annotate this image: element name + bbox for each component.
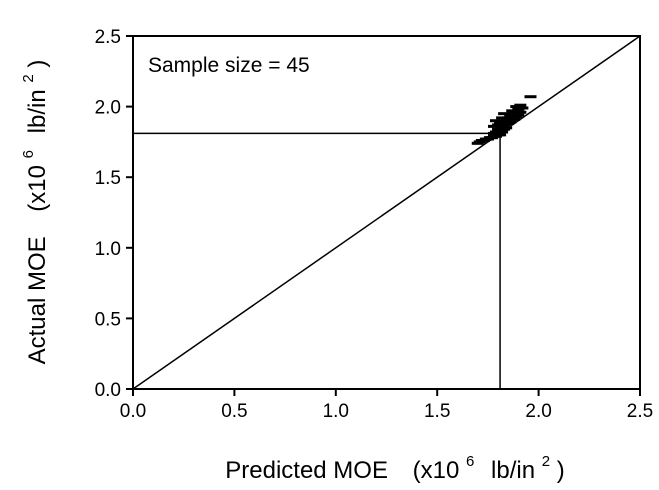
sample-size-annotation: Sample size = 45 bbox=[148, 54, 310, 77]
y-axis-title-unit-mid: lb/in bbox=[24, 89, 51, 133]
x-tick-label: 1.0 bbox=[323, 401, 349, 422]
x-axis-title: Predicted MOE (x10 6 lb/in 2 ) bbox=[225, 445, 565, 484]
data-point bbox=[490, 119, 503, 123]
y-tick-label: 1.5 bbox=[95, 168, 121, 189]
y-axis-title-unit-suffix: ) bbox=[24, 60, 51, 68]
data-point bbox=[502, 116, 515, 120]
x-axis-title-main: Predicted MOE bbox=[225, 457, 388, 484]
data-point bbox=[516, 106, 529, 110]
y-axis-title-exponent: 6 bbox=[20, 150, 37, 158]
x-tick-label: 2.5 bbox=[627, 401, 653, 422]
reference-lines-layer bbox=[132, 35, 641, 390]
x-axis-title-exponent2: 2 bbox=[542, 453, 550, 470]
y-tick-label: 0.5 bbox=[95, 309, 121, 330]
data-point bbox=[512, 113, 525, 117]
data-point bbox=[500, 126, 513, 130]
x-tick-label: 1.5 bbox=[424, 401, 450, 422]
x-axis-title-unit-suffix: ) bbox=[557, 457, 565, 484]
data-point bbox=[514, 110, 527, 114]
data-point bbox=[508, 117, 521, 121]
y-axis-title: Actual MOE (x10 6 lb/in 2 ) bbox=[12, 60, 51, 365]
data-point bbox=[496, 116, 509, 120]
x-axis-title-unit-prefix: (x10 bbox=[413, 457, 460, 484]
y-axis-title-unit-prefix: (x10 bbox=[24, 165, 51, 212]
y-tick-label: 1.0 bbox=[95, 239, 121, 260]
data-point bbox=[498, 112, 511, 116]
y-tick-label: 2.5 bbox=[95, 27, 121, 48]
y-tick-label: 2.0 bbox=[95, 98, 121, 119]
x-axis-title-unit-mid: lb/in bbox=[491, 457, 535, 484]
y-axis-title-group: Actual MOE (x10 6 lb/in 2 ) bbox=[12, 60, 51, 365]
identity-line bbox=[132, 35, 641, 390]
axes-layer: 0.0 0.5 1.0 1.5 2.0 2.5 0.0 0.5 1.0 1.5 2.0 2.5 bbox=[95, 27, 654, 422]
data-point bbox=[492, 123, 505, 127]
x-tick-label: 0.0 bbox=[120, 401, 146, 422]
y-axis-title-main: Actual MOE bbox=[24, 236, 51, 364]
x-tick-label: 0.5 bbox=[221, 401, 247, 422]
data-point bbox=[506, 109, 519, 113]
data-point bbox=[504, 113, 517, 117]
y-axis-title-exponent2: 2 bbox=[20, 74, 37, 82]
data-points-layer bbox=[471, 95, 537, 145]
y-tick-label: 0.0 bbox=[95, 380, 121, 401]
x-tick-label: 2.0 bbox=[525, 401, 551, 422]
data-point bbox=[500, 119, 513, 123]
data-point bbox=[514, 103, 527, 107]
plot-frame bbox=[132, 35, 641, 390]
data-point bbox=[524, 95, 537, 99]
x-axis-title-exponent: 6 bbox=[466, 453, 474, 470]
